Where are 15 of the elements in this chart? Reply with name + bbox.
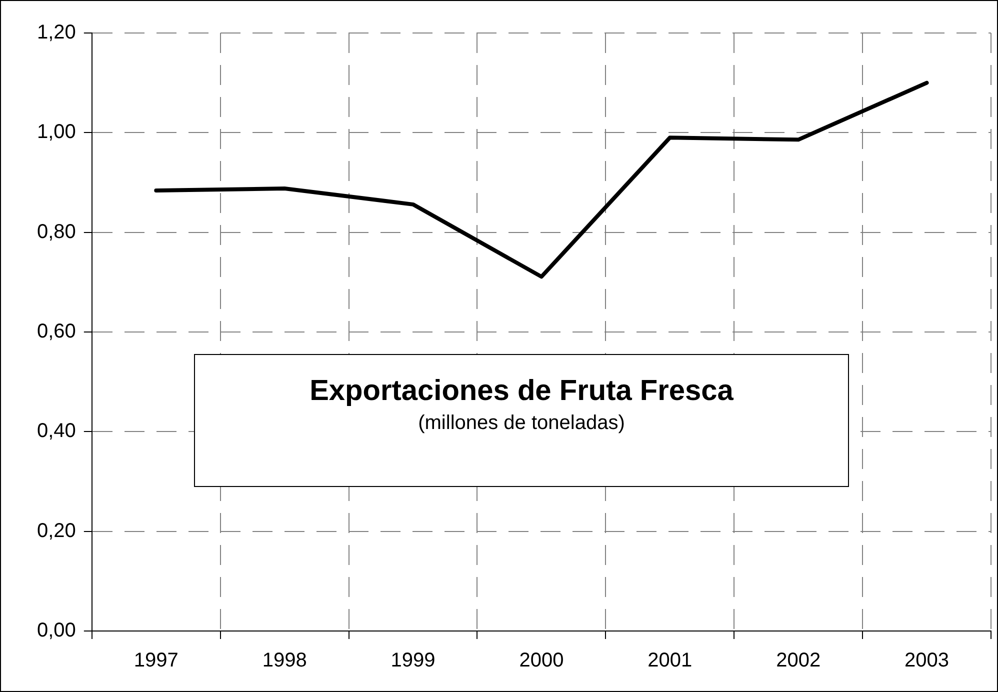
- y-tick-label: 1,00: [36, 121, 76, 144]
- y-tick-label: 0,60: [36, 320, 76, 343]
- x-tick-label: 1997: [134, 650, 178, 672]
- y-tick-label: 0,80: [36, 220, 76, 243]
- x-tick-label: 1998: [262, 650, 307, 672]
- title-box: Exportaciones de Fruta Fresca (millones de toneladas): [194, 354, 849, 487]
- y-tick-label: 1,20: [36, 22, 76, 44]
- x-tick-label: 2003: [904, 650, 950, 672]
- x-tick-label: 1999: [390, 650, 436, 672]
- y-tick-label: 0,00: [36, 620, 76, 642]
- y-tick-label: 0,20: [36, 520, 76, 542]
- x-tick-label: 2001: [648, 650, 692, 672]
- y-tick-label: 0,40: [36, 420, 76, 442]
- x-tick-label: 2002: [776, 650, 821, 672]
- x-tick-label: 2000: [519, 650, 564, 672]
